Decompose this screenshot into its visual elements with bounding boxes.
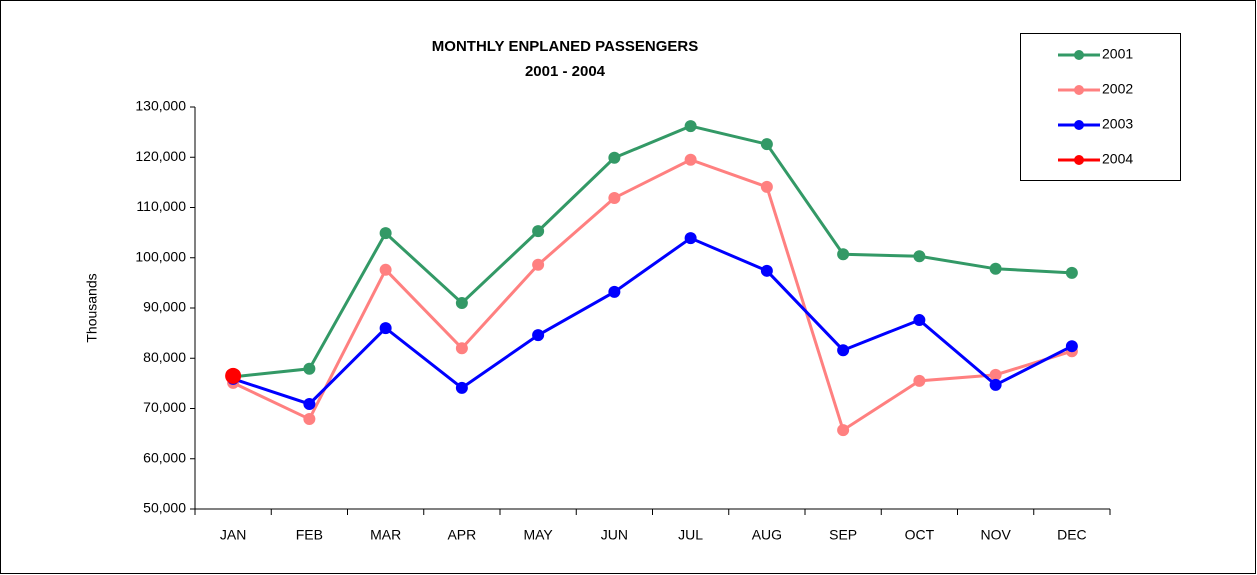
x-tick-label: JUN <box>601 527 628 543</box>
data-point <box>989 262 1002 275</box>
data-point <box>532 258 545 271</box>
data-point <box>303 362 316 375</box>
data-point <box>608 191 621 204</box>
data-point <box>913 314 926 327</box>
y-tick-label: 80,000 <box>143 349 186 365</box>
x-tick-label: DEC <box>1057 527 1087 543</box>
legend <box>1020 33 1181 181</box>
data-point <box>608 285 621 298</box>
data-point <box>455 342 468 355</box>
data-point <box>684 232 697 245</box>
data-point <box>837 248 850 261</box>
x-tick-label: NOV <box>980 527 1011 543</box>
y-tick-label: 90,000 <box>143 299 186 315</box>
legend-label: 2004 <box>1102 151 1133 167</box>
x-tick-label: MAR <box>370 527 401 543</box>
data-point <box>837 424 850 437</box>
data-point <box>379 263 392 276</box>
y-tick-label: 120,000 <box>135 148 186 164</box>
data-point <box>989 368 1002 381</box>
x-tick-label: OCT <box>905 527 935 543</box>
y-tick-label: 110,000 <box>136 198 186 214</box>
chart-title: MONTHLY ENPLANED PASSENGERS <box>432 38 698 55</box>
x-tick-label: FEB <box>296 527 323 543</box>
data-point <box>1065 340 1078 353</box>
y-tick-label: 50,000 <box>143 500 186 516</box>
data-point <box>837 344 850 357</box>
legend-label: 2001 <box>1102 46 1133 62</box>
data-point <box>760 264 773 277</box>
legend-marker <box>1074 85 1084 95</box>
y-tick-label: 70,000 <box>143 399 186 415</box>
legend-label: 2002 <box>1102 81 1133 97</box>
series-line <box>232 158 1073 433</box>
data-point <box>532 329 545 342</box>
y-tick-label: 130,000 <box>135 98 186 114</box>
x-tick-label: MAY <box>523 527 553 543</box>
y-tick-label: 60,000 <box>143 449 186 465</box>
y-tick-label: 100,000 <box>135 248 186 264</box>
data-point <box>608 151 621 164</box>
data-point <box>760 138 773 151</box>
x-tick-label: AUG <box>752 527 782 543</box>
x-tick-label: APR <box>447 527 476 543</box>
data-point <box>760 180 773 193</box>
legend-marker <box>1074 50 1084 60</box>
data-point <box>989 378 1002 391</box>
x-tick-label: JUL <box>678 527 703 543</box>
series-line <box>232 124 1072 379</box>
legend-marker <box>1074 120 1084 130</box>
data-point <box>913 374 926 387</box>
legend-marker <box>1074 155 1084 165</box>
chart-subtitle: 2001 - 2004 <box>525 63 606 80</box>
x-tick-label: JAN <box>220 527 246 543</box>
data-point <box>532 225 545 238</box>
data-point <box>225 367 242 384</box>
data-point <box>303 397 316 410</box>
data-point <box>684 153 697 166</box>
data-point <box>913 250 926 263</box>
data-point <box>1065 266 1078 279</box>
data-point <box>303 413 316 426</box>
x-tick-label: SEP <box>829 527 857 543</box>
legend-label: 2003 <box>1102 116 1133 132</box>
y-axis-label: Thousands <box>84 273 100 342</box>
data-point <box>684 120 697 133</box>
data-point <box>455 296 468 309</box>
data-point <box>455 381 468 394</box>
series-line <box>232 236 1073 406</box>
data-point <box>379 227 392 240</box>
data-point <box>379 322 392 335</box>
